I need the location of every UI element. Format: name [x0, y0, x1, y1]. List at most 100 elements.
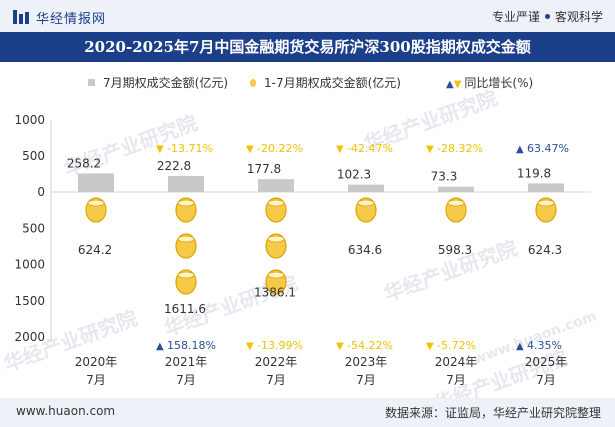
footer-source: 数据来源：证监局，华经产业研究院整理 [384, 406, 601, 420]
x-tick-label-year: 2021年 [165, 355, 208, 369]
cumulative-value-label: 1611.6 [164, 302, 206, 316]
site-name: 华经情报网 [36, 12, 107, 27]
cumulative-value-label: 1386.1 [254, 285, 296, 299]
legend: 7月期权成交金额(亿元) 1-7月期权成交金额(亿元) ▲▼ 同比增长(%) [0, 72, 615, 92]
monthly-value-label: 222.8 [157, 159, 191, 173]
y-tick-label: 500 [22, 221, 45, 235]
legend-item-cumulative: 1-7月期权成交金额(亿元) [250, 74, 401, 91]
triangle-down-icon: ▼ [336, 144, 344, 155]
monthly-bar [348, 184, 384, 192]
coin-rim [357, 199, 375, 207]
y-tick-label: 1500 [14, 294, 45, 308]
x-tick-label-month: 7月 [266, 373, 286, 387]
monthly-bar [78, 173, 114, 192]
triangle-up-icon: ▲ [446, 79, 454, 90]
gray-square-icon [88, 79, 95, 86]
y-tick-label: 0 [37, 185, 45, 199]
x-tick-label-month: 7月 [446, 373, 466, 387]
monthly-value-label: 73.3 [431, 170, 458, 184]
y-tick-label: 500 [22, 149, 45, 163]
cumulative-coin [265, 197, 287, 223]
legend-cumulative-label: 1-7月期权成交金额(亿元) [264, 76, 401, 90]
triangle-up-icon: ▲ [516, 341, 524, 352]
legend-item-growth: ▲▼ 同比增长(%) [446, 74, 533, 91]
x-tick-label-year: 2023年 [345, 355, 388, 369]
cumulative-coin [355, 197, 377, 223]
x-tick-label-year: 2022年 [255, 355, 298, 369]
chart-title: 2020-2025年7月中国金融期货交易所沪深300股指期权成交金额 [0, 32, 615, 62]
cumulative-growth-label: -5.72% [437, 339, 476, 352]
coin-rim [447, 199, 465, 207]
x-tick-label-year: 2024年 [435, 355, 478, 369]
coin-rim [177, 199, 195, 207]
monthly-growth-label: -42.47% [347, 142, 393, 155]
bar-chart-logo-icon [13, 10, 29, 24]
tag-right: 客观科学 [554, 10, 603, 24]
footer: www.huaon.com 数据来源：证监局，华经产业研究院整理 [0, 398, 615, 427]
triangle-down-icon: ▼ [336, 341, 344, 352]
top-bar: 华经情报网 专业严谨 客观科学 [0, 0, 615, 32]
cumulative-value-label: 634.6 [348, 243, 382, 257]
monthly-value-label: 258.2 [67, 156, 101, 170]
cumulative-growth-label: 158.18% [167, 339, 216, 352]
y-tick-label: 1000 [14, 113, 45, 127]
monthly-bar [528, 183, 564, 192]
monthly-value-label: 102.3 [337, 168, 371, 182]
cumulative-value-label: 624.2 [78, 243, 112, 257]
x-tick-label-month: 7月 [536, 373, 556, 387]
cumulative-value-label: 598.3 [438, 243, 472, 257]
triangle-down-icon: ▼ [156, 144, 164, 155]
x-tick-label-month: 7月 [86, 373, 106, 387]
cumulative-coin [85, 197, 107, 223]
legend-item-monthly: 7月期权成交金额(亿元) [88, 74, 228, 91]
footer-url: www.huaon.com [16, 404, 116, 418]
triangle-down-icon: ▼ [453, 79, 462, 90]
coin-rim [267, 271, 285, 279]
legend-monthly-label: 7月期权成交金额(亿元) [103, 76, 228, 90]
triangle-up-icon: ▲ [156, 341, 164, 352]
coin-rim [267, 199, 285, 207]
cumulative-growth-label: 4.35% [527, 339, 562, 352]
cumulative-coin [265, 269, 287, 295]
cumulative-coin [175, 233, 197, 259]
y-tick-label: 2000 [14, 330, 45, 344]
triangle-down-icon: ▼ [426, 341, 434, 352]
cumulative-coin [445, 197, 467, 223]
cumulative-growth-label: -13.99% [257, 339, 303, 352]
monthly-growth-label: -20.22% [257, 142, 303, 155]
triangle-up-icon: ▲ [516, 144, 524, 155]
monthly-bar [438, 186, 474, 192]
monthly-growth-label: -13.71% [167, 142, 213, 155]
monthly-bar [168, 175, 204, 192]
cumulative-coin [265, 233, 287, 259]
monthly-growth-label: 63.47% [527, 142, 569, 155]
triangle-down-icon: ▼ [246, 144, 254, 155]
coin-rim [177, 235, 195, 243]
y-tick-label: 1000 [14, 258, 45, 272]
monthly-growth-label: -28.32% [437, 142, 483, 155]
monthly-value-label: 119.8 [517, 166, 551, 180]
x-tick-label-year: 2020年 [75, 355, 118, 369]
legend-growth-label: 同比增长(%) [464, 76, 534, 90]
cumulative-growth-label: -54.22% [347, 339, 393, 352]
coin-rim [177, 271, 195, 279]
x-tick-label-month: 7月 [356, 373, 376, 387]
coin-rim [537, 199, 555, 207]
x-tick-label-year: 2025年 [525, 355, 568, 369]
tag-left: 专业严谨 [491, 10, 540, 24]
x-tick-label-month: 7月 [176, 373, 196, 387]
dot-separator-icon [544, 14, 550, 19]
coin-rim [267, 235, 285, 243]
cumulative-value-label: 624.3 [528, 243, 562, 257]
monthly-value-label: 177.8 [247, 162, 281, 176]
coin-rim [87, 199, 105, 207]
cumulative-coin [175, 197, 197, 223]
coin-icon [250, 79, 256, 87]
triangle-down-icon: ▼ [246, 341, 254, 352]
monthly-bar [258, 179, 294, 192]
cumulative-coin [535, 197, 557, 223]
cumulative-coin [175, 269, 197, 295]
header-tags: 专业严谨 客观科学 [492, 8, 603, 25]
triangle-down-icon: ▼ [426, 144, 434, 155]
